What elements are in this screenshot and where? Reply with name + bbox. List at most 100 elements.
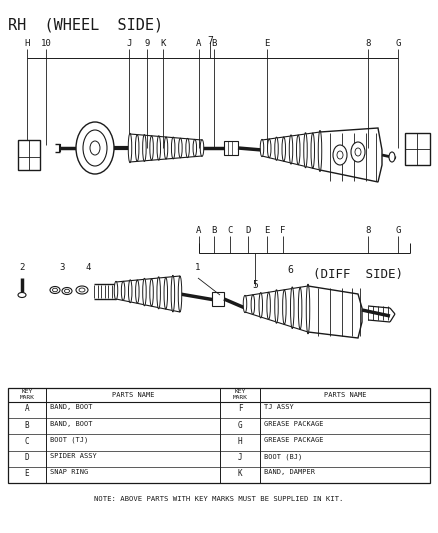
Ellipse shape (128, 280, 132, 303)
Text: KEY
MARK: KEY MARK (20, 389, 35, 400)
Polygon shape (308, 286, 362, 338)
Text: KEY
MARK: KEY MARK (233, 389, 247, 400)
Text: BAND, BOOT: BAND, BOOT (50, 421, 92, 426)
Text: 5: 5 (252, 280, 258, 290)
Ellipse shape (275, 137, 278, 160)
Text: G: G (238, 421, 242, 430)
Text: (DIFF  SIDE): (DIFF SIDE) (313, 268, 403, 281)
Text: H: H (238, 437, 242, 446)
Ellipse shape (289, 135, 293, 164)
Text: PARTS NAME: PARTS NAME (112, 392, 154, 398)
Text: PARTS NAME: PARTS NAME (324, 392, 366, 398)
Ellipse shape (171, 276, 175, 312)
Ellipse shape (351, 142, 365, 162)
Text: BAND, BOOT: BAND, BOOT (50, 405, 92, 410)
Text: 6: 6 (287, 265, 293, 275)
Ellipse shape (304, 133, 307, 168)
Text: J: J (238, 453, 242, 462)
Ellipse shape (275, 290, 278, 323)
Text: G: G (396, 226, 401, 235)
Ellipse shape (306, 284, 310, 334)
Text: RH  (WHEEL  SIDE): RH (WHEEL SIDE) (8, 18, 163, 33)
Ellipse shape (114, 281, 118, 300)
Ellipse shape (186, 139, 189, 158)
Text: B: B (211, 39, 217, 48)
Text: BOOT (BJ): BOOT (BJ) (264, 453, 302, 459)
Text: K: K (160, 39, 166, 48)
Ellipse shape (90, 141, 100, 155)
Text: H: H (25, 39, 30, 48)
Text: GREASE PACKAGE: GREASE PACKAGE (264, 421, 324, 426)
Bar (224, 141, 238, 155)
Text: 8: 8 (365, 226, 371, 235)
Text: A: A (25, 405, 29, 414)
Ellipse shape (157, 136, 161, 160)
Ellipse shape (136, 280, 139, 303)
Ellipse shape (62, 287, 72, 295)
Bar (8, 388, 430, 483)
Ellipse shape (76, 286, 88, 294)
Ellipse shape (178, 276, 182, 312)
Text: F: F (238, 405, 242, 414)
Text: C: C (25, 437, 29, 446)
Text: SNAP RING: SNAP RING (50, 469, 88, 475)
Text: BAND, DAMPER: BAND, DAMPER (264, 469, 315, 475)
Text: K: K (238, 469, 242, 478)
Bar (18, 140, 40, 170)
Text: 4: 4 (85, 263, 91, 272)
Text: 3: 3 (59, 263, 65, 272)
Text: D: D (25, 453, 29, 462)
Text: BOOT (TJ): BOOT (TJ) (50, 437, 88, 443)
Text: E: E (264, 39, 270, 48)
Text: B: B (25, 421, 29, 430)
Text: 8: 8 (365, 39, 371, 48)
Text: G: G (396, 39, 401, 48)
Ellipse shape (150, 279, 153, 306)
Text: TJ ASSY: TJ ASSY (264, 405, 294, 410)
Ellipse shape (50, 287, 60, 294)
Ellipse shape (311, 133, 314, 168)
Ellipse shape (164, 137, 168, 159)
Ellipse shape (283, 290, 286, 325)
Bar (405, 133, 430, 165)
Ellipse shape (260, 139, 264, 157)
Ellipse shape (290, 287, 294, 328)
Ellipse shape (83, 130, 107, 166)
Text: GREASE PACKAGE: GREASE PACKAGE (264, 437, 324, 443)
Text: C: C (227, 226, 233, 235)
Text: NOTE: ABOVE PARTS WITH KEY MARKS MUST BE SUPPLIED IN KIT.: NOTE: ABOVE PARTS WITH KEY MARKS MUST BE… (94, 496, 344, 502)
Ellipse shape (135, 135, 139, 161)
Text: 10: 10 (41, 39, 51, 48)
Ellipse shape (243, 295, 247, 313)
Ellipse shape (318, 131, 322, 172)
Ellipse shape (64, 289, 70, 293)
Text: 9: 9 (144, 39, 150, 48)
Ellipse shape (259, 293, 262, 318)
Ellipse shape (171, 137, 175, 159)
Ellipse shape (251, 295, 254, 314)
Ellipse shape (76, 122, 114, 174)
Ellipse shape (333, 145, 347, 165)
Ellipse shape (298, 287, 302, 329)
Ellipse shape (193, 140, 197, 157)
Text: 7: 7 (207, 36, 213, 46)
Bar (212, 292, 224, 306)
Ellipse shape (157, 277, 160, 309)
Ellipse shape (143, 278, 146, 306)
Ellipse shape (79, 288, 85, 292)
Ellipse shape (164, 277, 167, 309)
Ellipse shape (53, 288, 57, 292)
Text: E: E (25, 469, 29, 478)
Polygon shape (320, 128, 382, 182)
Ellipse shape (121, 281, 125, 301)
Ellipse shape (282, 137, 286, 161)
Text: A: A (196, 39, 201, 48)
Ellipse shape (355, 148, 361, 156)
Text: J: J (126, 39, 132, 48)
Text: A: A (196, 226, 201, 235)
Text: SPIDER ASSY: SPIDER ASSY (50, 453, 97, 459)
Text: B: B (211, 226, 217, 235)
Ellipse shape (143, 134, 146, 161)
Ellipse shape (297, 135, 300, 165)
Ellipse shape (128, 133, 132, 163)
